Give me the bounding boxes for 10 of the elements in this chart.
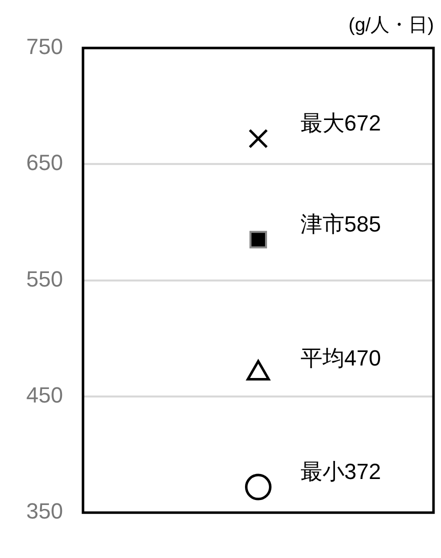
series-label: 最小372 [300, 459, 381, 484]
y-tick-label: 750 [26, 34, 63, 60]
series-label: 津市585 [300, 212, 381, 237]
y-tick-label: 450 [26, 382, 63, 408]
y-axis-title: (g/人・日) [348, 15, 434, 36]
y-tick-label: 350 [26, 498, 63, 524]
y-tick-label: 650 [26, 150, 63, 176]
series-label: 平均470 [300, 345, 381, 370]
series-label: 最大672 [300, 110, 381, 136]
y-tick-label: 550 [26, 266, 63, 292]
